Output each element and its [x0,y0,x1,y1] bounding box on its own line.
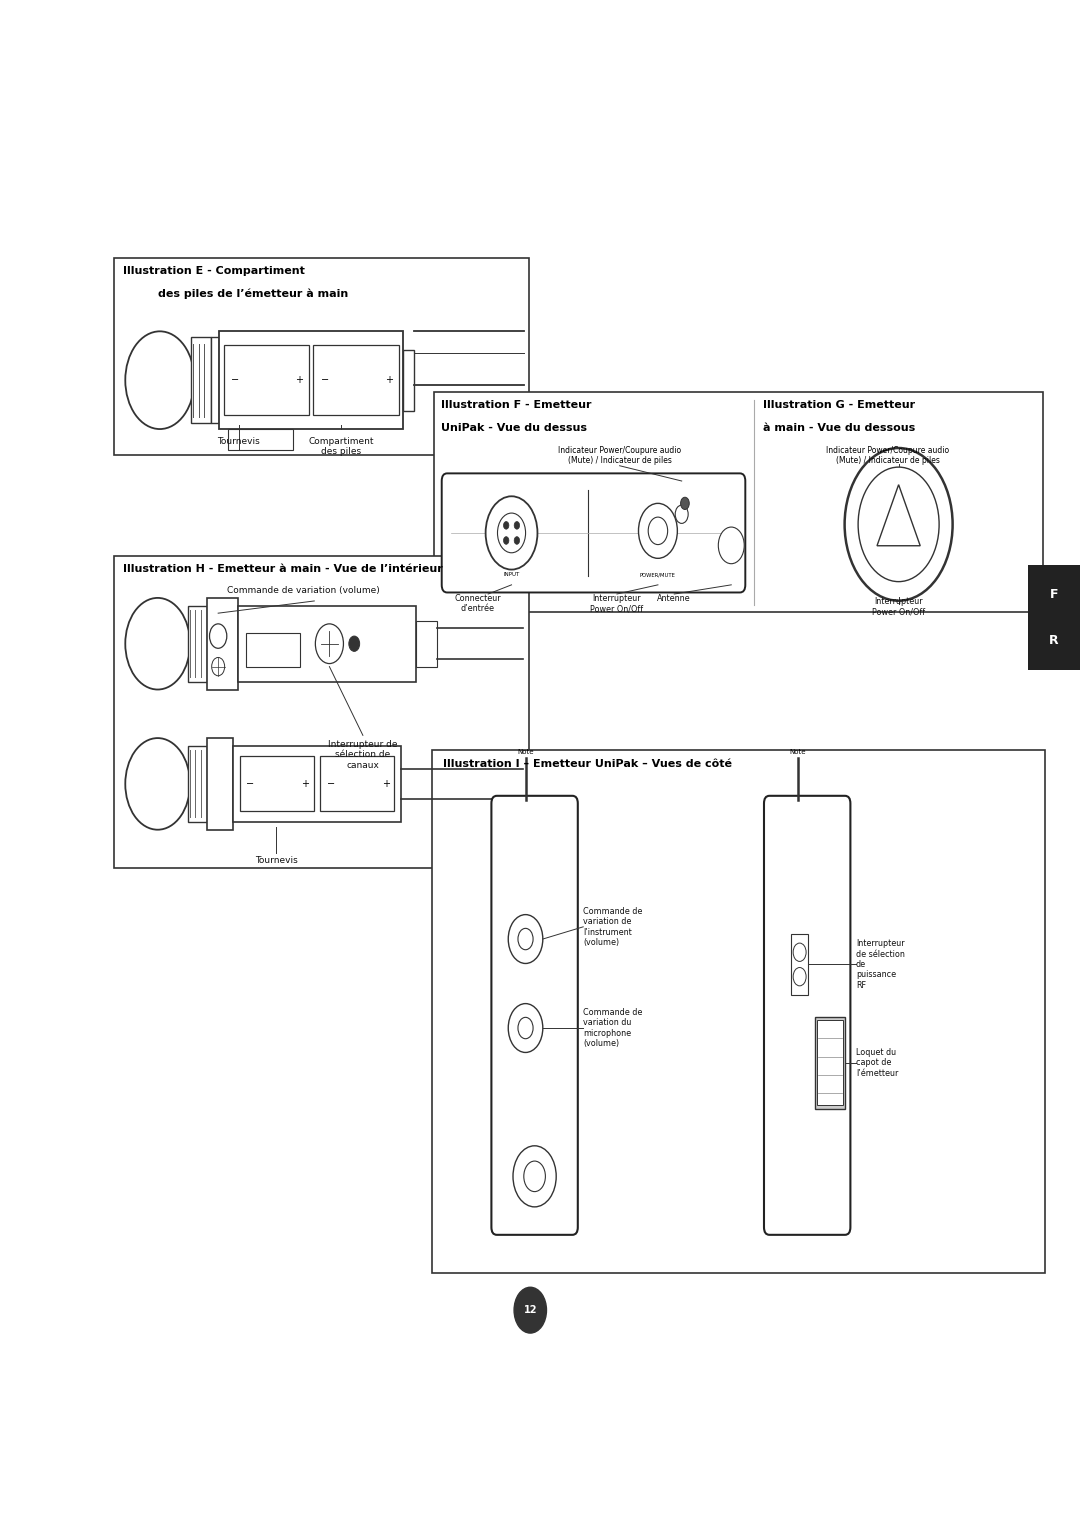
Bar [816,1020,842,1106]
Bar [211,337,219,423]
Circle shape [125,331,194,429]
Circle shape [509,915,543,964]
Text: UniPak - Vue du dessus: UniPak - Vue du dessus [441,423,586,434]
Circle shape [859,467,940,582]
Bar [240,756,313,811]
Circle shape [486,496,538,570]
Text: Indicateur Power/Coupure audio
(Mute) / Indicateur de piles: Indicateur Power/Coupure audio (Mute) / … [826,446,949,466]
Circle shape [680,498,689,510]
Circle shape [524,1161,545,1191]
Circle shape [509,1003,543,1052]
Text: +: + [301,779,309,789]
FancyBboxPatch shape [764,796,850,1235]
Bar [320,756,394,811]
Text: Illustration I – Emetteur UniPak – Vues de côté: Illustration I – Emetteur UniPak – Vues … [443,759,732,770]
Text: −: − [231,376,240,385]
Text: Tournevis: Tournevis [217,437,260,446]
Text: Loquet du
capot de
l’émetteur: Loquet du capot de l’émetteur [855,1048,899,1078]
Bar [313,345,399,415]
Circle shape [845,447,953,600]
Text: −: − [326,779,335,789]
FancyBboxPatch shape [434,392,1043,612]
Bar [219,331,403,429]
Circle shape [638,504,677,559]
Text: Commande de variation (volume): Commande de variation (volume) [227,586,380,596]
Text: Illustration G - Emetteur: Illustration G - Emetteur [762,400,915,411]
Text: 12: 12 [524,1306,537,1315]
Circle shape [503,536,509,544]
Bar [791,935,808,996]
Circle shape [891,521,906,542]
Circle shape [518,928,534,950]
FancyBboxPatch shape [114,258,529,455]
Text: INPUT: INPUT [503,573,519,577]
Text: Interrupteur de
sélection de
canaux: Interrupteur de sélection de canaux [328,741,397,770]
Circle shape [125,738,190,829]
Text: −: − [321,376,329,385]
Text: Tournevis: Tournevis [255,855,298,864]
Text: Connecteur
d’entrée: Connecteur d’entrée [454,594,501,614]
Bar [188,606,207,683]
Circle shape [518,1017,534,1038]
Bar [814,1017,845,1109]
Circle shape [793,944,806,962]
Bar [246,634,300,667]
Circle shape [675,505,688,524]
Text: Compartiment
des piles: Compartiment des piles [309,437,374,457]
Text: Interrupteur
Power On/Off: Interrupteur Power On/Off [872,597,926,617]
Circle shape [125,599,190,690]
Circle shape [648,518,667,545]
Text: −: − [246,779,255,789]
Text: Indicateur Power/Coupure audio
(Mute) / Indicateur de piles: Indicateur Power/Coupure audio (Mute) / … [558,446,681,466]
Circle shape [503,522,509,530]
Bar [416,621,437,667]
Bar [207,599,238,690]
Text: Interrupteur
de sélection
de
puissance
RF: Interrupteur de sélection de puissance R… [855,939,905,989]
Text: POWER/MUTE: POWER/MUTE [640,573,676,577]
Text: R: R [1050,634,1058,647]
Bar [191,337,211,423]
Circle shape [514,522,519,530]
Polygon shape [877,484,920,545]
Bar [228,429,293,450]
Text: Antenne: Antenne [658,594,691,603]
Circle shape [315,625,343,664]
Text: Note: Note [517,748,534,754]
Circle shape [498,513,526,553]
Text: Commande de
variation du
microphone
(volume): Commande de variation du microphone (vol… [583,1008,643,1048]
Text: Illustration F - Emetteur: Illustration F - Emetteur [441,400,591,411]
Bar [207,738,233,829]
Text: +: + [386,376,393,385]
Circle shape [718,527,744,563]
Bar [403,350,414,411]
Text: F: F [1050,588,1058,602]
FancyBboxPatch shape [432,750,1045,1274]
Circle shape [212,658,225,676]
Circle shape [210,625,227,649]
Circle shape [793,968,806,986]
FancyBboxPatch shape [114,556,529,867]
Circle shape [513,1145,556,1206]
FancyBboxPatch shape [442,473,745,592]
Circle shape [514,536,519,544]
Circle shape [514,1287,546,1333]
Bar [188,745,207,822]
FancyBboxPatch shape [491,796,578,1235]
Bar [238,606,416,683]
Bar [1028,565,1080,670]
Text: +: + [382,779,390,789]
Text: Interrupteur
Power On/Off: Interrupteur Power On/Off [591,594,644,614]
Bar [233,745,401,822]
Text: Commande de
variation de
l’instrument
(volume): Commande de variation de l’instrument (v… [583,907,643,947]
Text: Illustration H - Emetteur à main - Vue de l’intérieur: Illustration H - Emetteur à main - Vue d… [123,563,443,574]
Text: Illustration E - Compartiment: Illustration E - Compartiment [123,266,305,276]
Circle shape [349,637,360,652]
Bar [224,345,309,415]
Text: +: + [296,376,303,385]
Text: à main - Vue du dessous: à main - Vue du dessous [762,423,915,434]
Text: des piles de l’émetteur à main: des piles de l’émetteur à main [158,289,348,299]
Text: Note: Note [789,748,807,754]
